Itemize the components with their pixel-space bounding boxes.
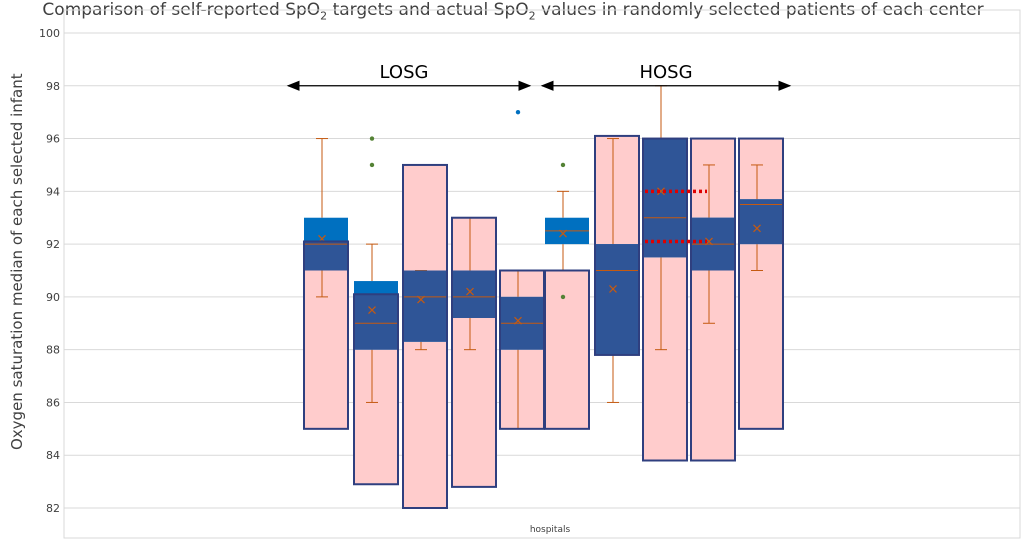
target-outline-hospital-1 xyxy=(303,240,349,430)
outlier-point-hospital-6 xyxy=(560,294,566,300)
mean-marker-hospital-4 xyxy=(466,287,474,296)
outlier-point-hospital-2 xyxy=(369,162,375,168)
outlier-point-hospital-6 xyxy=(560,162,566,168)
box-target-overlap-hospital-2 xyxy=(354,294,398,350)
y-tick-label: 96 xyxy=(46,133,60,146)
box-target-overlap-hospital-8 xyxy=(643,138,687,258)
box-target-overlap-hospital-1 xyxy=(304,241,348,271)
y-tick-label: 92 xyxy=(46,238,60,251)
target-outline-hospital-8 xyxy=(642,137,688,462)
target-range-hospital-1 xyxy=(304,241,348,429)
target-outline-hospital-10 xyxy=(738,137,784,430)
target-range-hospital-9 xyxy=(691,138,735,461)
target-outline-hospital-9 xyxy=(690,137,736,462)
box-target-overlap-hospital-4 xyxy=(452,270,496,318)
mean-marker-hospital-7 xyxy=(609,285,617,293)
box-target-overlap-hospital-7 xyxy=(595,244,639,355)
y-tick-label: 86 xyxy=(46,396,60,409)
target-outline-hospital-3 xyxy=(402,163,448,509)
box-target-overlap-hospital-3 xyxy=(403,270,447,342)
y-tick-label: 100 xyxy=(39,27,60,40)
target-range-hospital-4 xyxy=(452,217,496,487)
group-label-losg: LOSG xyxy=(380,62,429,83)
plot-area-border xyxy=(63,9,1021,539)
target-outline-hospital-6 xyxy=(544,269,590,430)
target-outline-hospital-2 xyxy=(353,293,399,486)
box-target-overlap-hospital-10 xyxy=(739,199,783,245)
outlier-point-hospital-2 xyxy=(369,136,375,141)
y-tick-label: 98 xyxy=(46,80,60,93)
y-tick-label: 84 xyxy=(46,449,60,462)
y-tick-label: 88 xyxy=(46,344,60,357)
target-range-hospital-6 xyxy=(545,270,589,429)
y-tick-label: 94 xyxy=(46,185,60,198)
mean-marker-hospital-10 xyxy=(753,224,761,233)
x-axis-label: hospitals xyxy=(529,525,571,535)
mean-marker-hospital-3 xyxy=(417,295,425,304)
mean-marker-hospital-8 xyxy=(657,187,665,196)
target-outline-hospital-4 xyxy=(451,216,497,488)
target-range-hospital-10 xyxy=(739,138,783,429)
y-tick-label: 82 xyxy=(46,502,60,515)
mean-marker-hospital-5 xyxy=(514,316,522,325)
mean-marker-hospital-6 xyxy=(559,229,567,238)
group-label-hosg: HOSG xyxy=(639,62,692,83)
outlier-point-hospital-5 xyxy=(515,109,521,115)
mean-marker-hospital-9 xyxy=(705,237,713,246)
target-outline-hospital-7 xyxy=(594,134,640,356)
y-tick-label: 90 xyxy=(46,291,60,304)
mean-marker-hospital-2 xyxy=(368,306,376,315)
